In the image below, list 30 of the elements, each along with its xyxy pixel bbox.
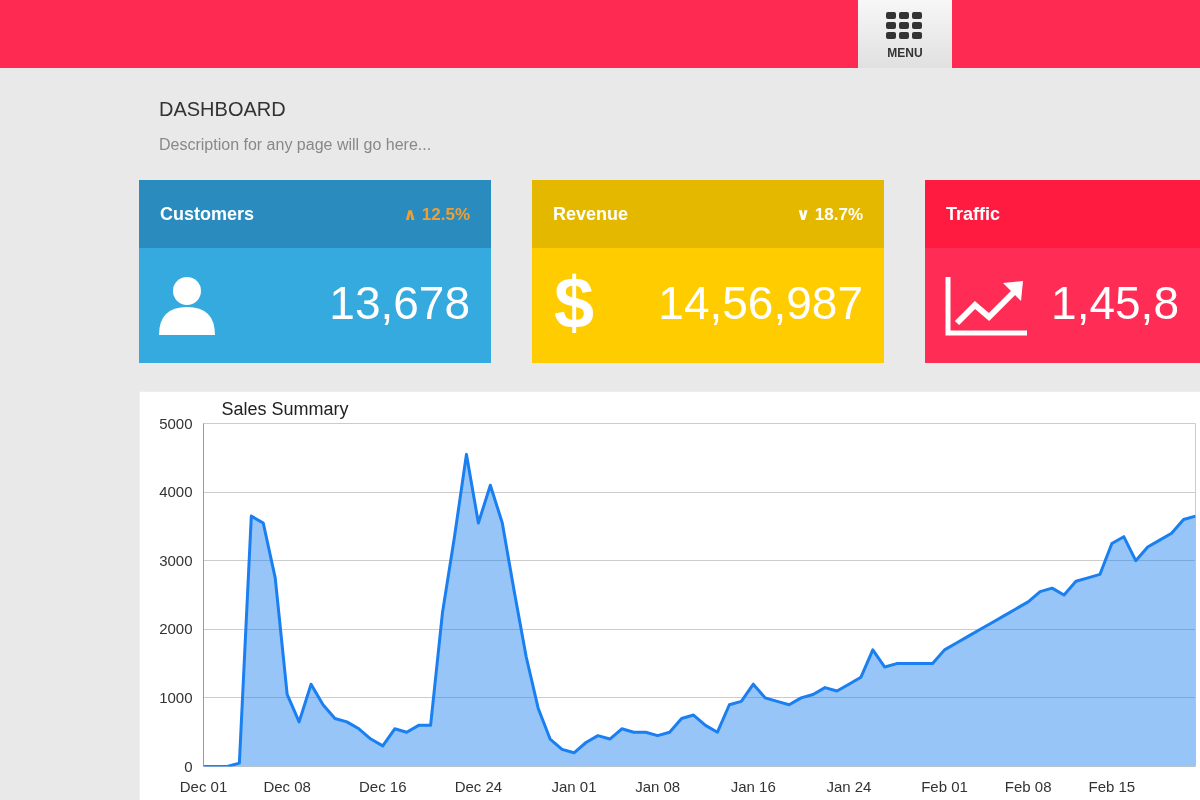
text: MENU xyxy=(886,46,924,60)
text: 14,56,987 xyxy=(658,276,863,330)
text: $ xyxy=(554,262,595,344)
y-tick-label: 1000 xyxy=(159,688,193,706)
x-tick-label: Jan 01 xyxy=(551,777,597,795)
text: Description for any page will go here... xyxy=(159,136,432,154)
y-tick-label: 4000 xyxy=(159,483,193,501)
y-tick-label: 5000 xyxy=(159,414,193,432)
x-tick-label: Feb 15 xyxy=(1088,777,1136,795)
x-tick-label: Jan 24 xyxy=(826,777,872,795)
x-tick-label: Dec 24 xyxy=(454,777,503,795)
y-tick-label: 3000 xyxy=(159,551,193,569)
text: ∨ 18.7% xyxy=(796,204,863,225)
text: Customers xyxy=(160,204,255,225)
text: ∧ 12.5% xyxy=(403,204,470,225)
text: Traffic xyxy=(946,204,1001,225)
text: 1,45,8 xyxy=(1051,276,1179,330)
chart-title: Sales Summary xyxy=(221,398,349,419)
x-tick-label: Jan 08 xyxy=(635,777,681,795)
y-tick-label: 2000 xyxy=(159,620,193,638)
text: 13,678 xyxy=(329,276,470,330)
text: Revenue xyxy=(553,204,629,225)
text: DASHBOARD xyxy=(159,98,286,121)
x-tick-label: Feb 01 xyxy=(921,777,968,795)
x-tick-label: Feb 08 xyxy=(1004,777,1052,795)
x-tick-label: Dec 08 xyxy=(263,777,311,795)
x-tick-label: Dec 01 xyxy=(179,777,228,795)
x-tick-label: Dec 16 xyxy=(359,777,407,795)
y-tick-label: 0 xyxy=(184,757,193,775)
x-tick-label: Jan 16 xyxy=(730,777,776,795)
